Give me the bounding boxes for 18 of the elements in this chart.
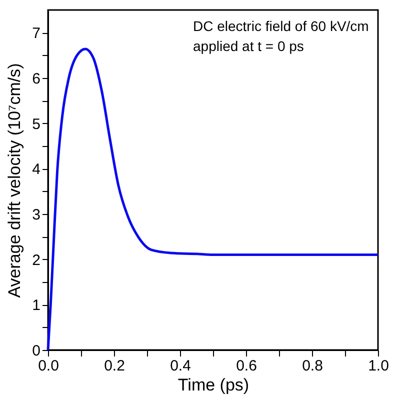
y-axis-title: Average drift velocity (10⁷cm/s): [5, 63, 24, 298]
x-tick-label: 0.6: [236, 358, 257, 374]
y-tick-label: 5: [32, 116, 40, 133]
y-tick-label: 7: [32, 25, 40, 42]
y-tick-label: 3: [32, 206, 40, 224]
x-tick-label: 1.0: [368, 358, 389, 374]
x-tick-label: 0.2: [104, 358, 125, 374]
x-tick-label: 0.8: [302, 358, 323, 374]
y-tick-label: 2: [32, 252, 40, 269]
x-axis-title: Time (ps): [178, 376, 250, 394]
y-tick-label: 6: [32, 70, 40, 88]
x-tick-label: 0.0: [38, 358, 59, 374]
y-tick-label: 1: [32, 297, 40, 314]
annotation: applied at t = 0 ps: [193, 38, 304, 54]
annotation: DC electric field of 60 kV/cm: [193, 18, 369, 34]
x-tick-label: 0.4: [170, 358, 191, 374]
y-tick-label: 0: [32, 342, 40, 360]
y-tick-label: 4: [32, 161, 40, 178]
